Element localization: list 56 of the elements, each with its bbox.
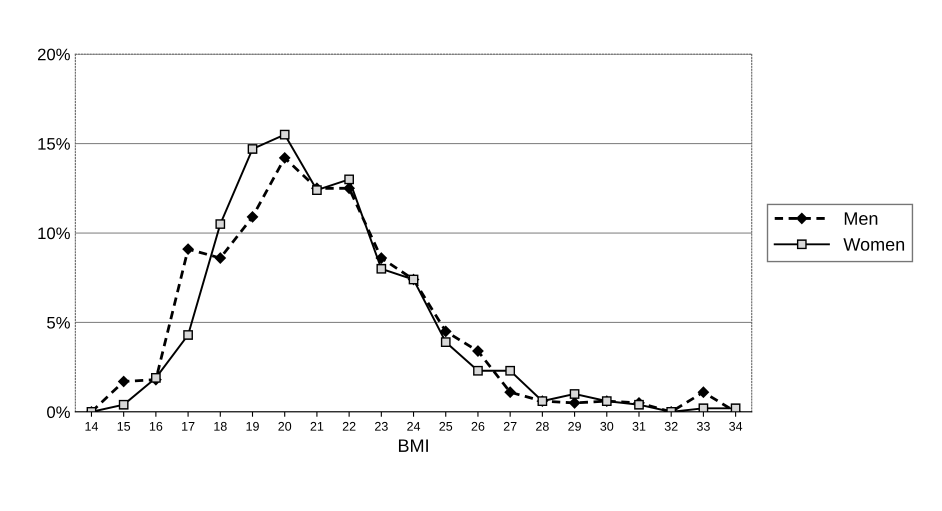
x-tick-label: 14: [85, 422, 98, 431]
point: [312, 185, 322, 195]
point: [182, 244, 194, 255]
point: [376, 252, 387, 264]
point: [118, 376, 130, 388]
point: [376, 264, 386, 274]
point: [472, 345, 484, 357]
x-tick-label: 15: [118, 422, 130, 431]
point: [698, 386, 710, 398]
point: [440, 337, 451, 347]
x-tick-label: 27: [504, 422, 516, 431]
point: [151, 373, 161, 383]
x-tick-label: 32: [664, 422, 678, 431]
point: [473, 366, 483, 376]
point: [440, 326, 452, 337]
point: [344, 174, 354, 184]
point: [246, 211, 258, 223]
x-tick-label: 16: [150, 422, 162, 431]
x-tick-label: 31: [632, 422, 646, 431]
point: [183, 330, 193, 340]
x-tick-label: 29: [568, 422, 581, 431]
point: [215, 219, 226, 229]
y-tick-label: 15%: [38, 138, 70, 150]
point: [505, 366, 516, 376]
point: [698, 403, 708, 412]
point: [568, 397, 580, 409]
point: [118, 400, 129, 410]
point: [730, 403, 740, 412]
point: [504, 386, 516, 398]
point: [280, 130, 290, 140]
point: [248, 144, 258, 154]
legend-label: Men: [844, 212, 878, 225]
x-tick-label: 33: [696, 422, 710, 431]
point: [214, 252, 226, 264]
x-tick-label: 26: [472, 422, 484, 431]
x-tick-label: 20: [278, 422, 292, 431]
legend-label: Women: [843, 238, 904, 251]
point: [279, 152, 290, 164]
x-tick-label: 21: [310, 422, 324, 431]
y-tick-label: 0%: [47, 406, 70, 418]
y-tick-label: 5%: [47, 316, 70, 329]
x-tick-label: 24: [407, 422, 420, 431]
y-tick-label: 20%: [38, 48, 70, 60]
x-tick-label: 34: [729, 422, 742, 431]
point: [634, 400, 644, 410]
x-tick-label: 17: [182, 422, 194, 431]
x-tick-label: 22: [342, 422, 356, 431]
x-tick-label: 19: [246, 422, 259, 431]
y-tick-label: 10%: [38, 227, 70, 240]
x-tick-label: 25: [439, 422, 452, 431]
x-tick-label: 28: [536, 422, 549, 431]
x-axis-title: BMI: [398, 439, 428, 452]
x-tick-label: 23: [375, 422, 388, 431]
x-tick-label: 18: [214, 422, 227, 431]
point: [570, 389, 580, 399]
x-tick-label: 30: [600, 422, 614, 431]
